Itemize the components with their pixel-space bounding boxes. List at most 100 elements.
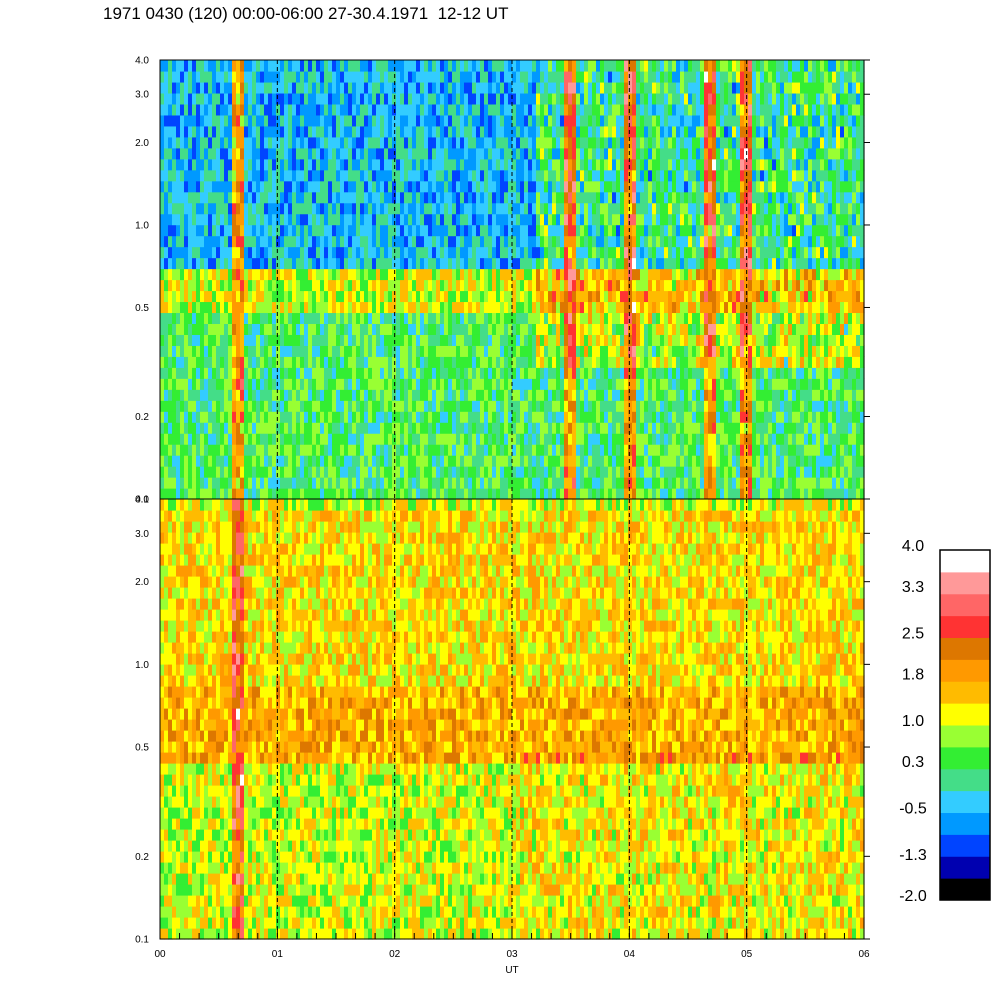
- heatmap-cell: [340, 191, 345, 204]
- heatmap-cell: [256, 246, 261, 259]
- heatmap-cell: [608, 180, 613, 193]
- heatmap-cell: [284, 466, 289, 478]
- heatmap-cell: [616, 455, 621, 467]
- heatmap-cell: [544, 114, 549, 127]
- heatmap-cell: [172, 180, 177, 193]
- heatmap-cell: [336, 246, 341, 259]
- heatmap-cell: [524, 92, 529, 105]
- heatmap-cell: [416, 312, 421, 324]
- heatmap-cell: [580, 422, 585, 434]
- heatmap-cell: [524, 356, 529, 368]
- heatmap-cell: [308, 158, 313, 171]
- heatmap-cell: [368, 136, 373, 149]
- heatmap-cell: [568, 60, 573, 72]
- heatmap-cell: [644, 180, 649, 193]
- heatmap-cell: [328, 202, 333, 215]
- heatmap-cell: [596, 268, 601, 281]
- heatmap-cell: [304, 411, 309, 423]
- heatmap-cell: [176, 400, 181, 412]
- heatmap-cell: [552, 279, 557, 292]
- heatmap-cell: [620, 389, 625, 401]
- heatmap-cell: [320, 246, 325, 259]
- heatmap-cell: [536, 455, 541, 467]
- heatmap-cell: [348, 356, 353, 368]
- heatmap-cell: [648, 158, 653, 171]
- heatmap-cell: [256, 147, 261, 160]
- heatmap-cell: [160, 323, 165, 335]
- heatmap-cell: [584, 356, 589, 368]
- heatmap-cell: [204, 312, 209, 324]
- heatmap-cell: [264, 92, 269, 105]
- heatmap-cell: [312, 257, 317, 270]
- heatmap-cell: [220, 433, 225, 445]
- heatmap-cell: [612, 246, 617, 259]
- heatmap-cell: [224, 301, 229, 314]
- heatmap-cell: [596, 466, 601, 478]
- heatmap-cell: [548, 312, 553, 324]
- heatmap-cell: [380, 213, 385, 226]
- heatmap-cell: [492, 444, 497, 456]
- heatmap-cell: [260, 60, 265, 72]
- heatmap-cell: [468, 356, 473, 368]
- heatmap-cell: [288, 246, 293, 259]
- heatmap-cell: [452, 455, 457, 467]
- heatmap-cell: [220, 169, 225, 182]
- heatmap-cell: [336, 455, 341, 467]
- heatmap-cell: [320, 158, 325, 171]
- heatmap-cell: [608, 433, 613, 445]
- heatmap-cell: [300, 81, 305, 94]
- heatmap-cell: [568, 224, 573, 237]
- heatmap-cell: [336, 477, 341, 489]
- heatmap-cell: [216, 312, 221, 324]
- heatmap-cell: [212, 323, 217, 335]
- heatmap-cell: [372, 389, 377, 401]
- heatmap-cell: [320, 433, 325, 445]
- heatmap-cell: [460, 279, 465, 292]
- heatmap-cell: [228, 92, 233, 105]
- heatmap-cell: [344, 411, 349, 423]
- heatmap-cell: [212, 466, 217, 478]
- heatmap-cell: [576, 488, 581, 500]
- heatmap-cell: [392, 235, 397, 248]
- heatmap-cell: [160, 279, 165, 292]
- heatmap-cell: [380, 378, 385, 390]
- heatmap-cell: [204, 466, 209, 478]
- heatmap-cell: [652, 81, 657, 94]
- heatmap-cell: [552, 158, 557, 171]
- heatmap-cell: [508, 92, 513, 105]
- heatmap-cell: [424, 488, 429, 500]
- heatmap-cell: [364, 158, 369, 171]
- heatmap-cell: [424, 268, 429, 281]
- heatmap-cell: [468, 257, 473, 270]
- heatmap-cell: [376, 378, 381, 390]
- heatmap-cell: [240, 81, 245, 94]
- heatmap-cell: [292, 169, 297, 182]
- heatmap-cell: [276, 103, 281, 116]
- heatmap-cell: [584, 400, 589, 412]
- heatmap-cell: [324, 92, 329, 105]
- heatmap-cell: [564, 224, 569, 237]
- heatmap-cell: [352, 290, 357, 303]
- heatmap-cell: [516, 202, 521, 215]
- heatmap-cell: [352, 477, 357, 489]
- heatmap-cell: [288, 411, 293, 423]
- heatmap-cell: [160, 114, 165, 127]
- heatmap-cell: [476, 356, 481, 368]
- heatmap-cell: [580, 70, 585, 83]
- heatmap-cell: [480, 477, 485, 489]
- heatmap-cell: [304, 345, 309, 357]
- heatmap-cell: [540, 466, 545, 478]
- heatmap-cell: [412, 224, 417, 237]
- heatmap-cell: [224, 224, 229, 237]
- heatmap-cell: [356, 257, 361, 270]
- heatmap-cell: [516, 345, 521, 357]
- heatmap-cell: [556, 323, 561, 335]
- heatmap-cell: [176, 224, 181, 237]
- heatmap-cell: [400, 301, 405, 314]
- heatmap-cell: [356, 312, 361, 324]
- heatmap-cell: [444, 70, 449, 83]
- heatmap-cell: [168, 202, 173, 215]
- heatmap-cell: [444, 466, 449, 478]
- heatmap-cell: [576, 92, 581, 105]
- heatmap-cell: [396, 103, 401, 116]
